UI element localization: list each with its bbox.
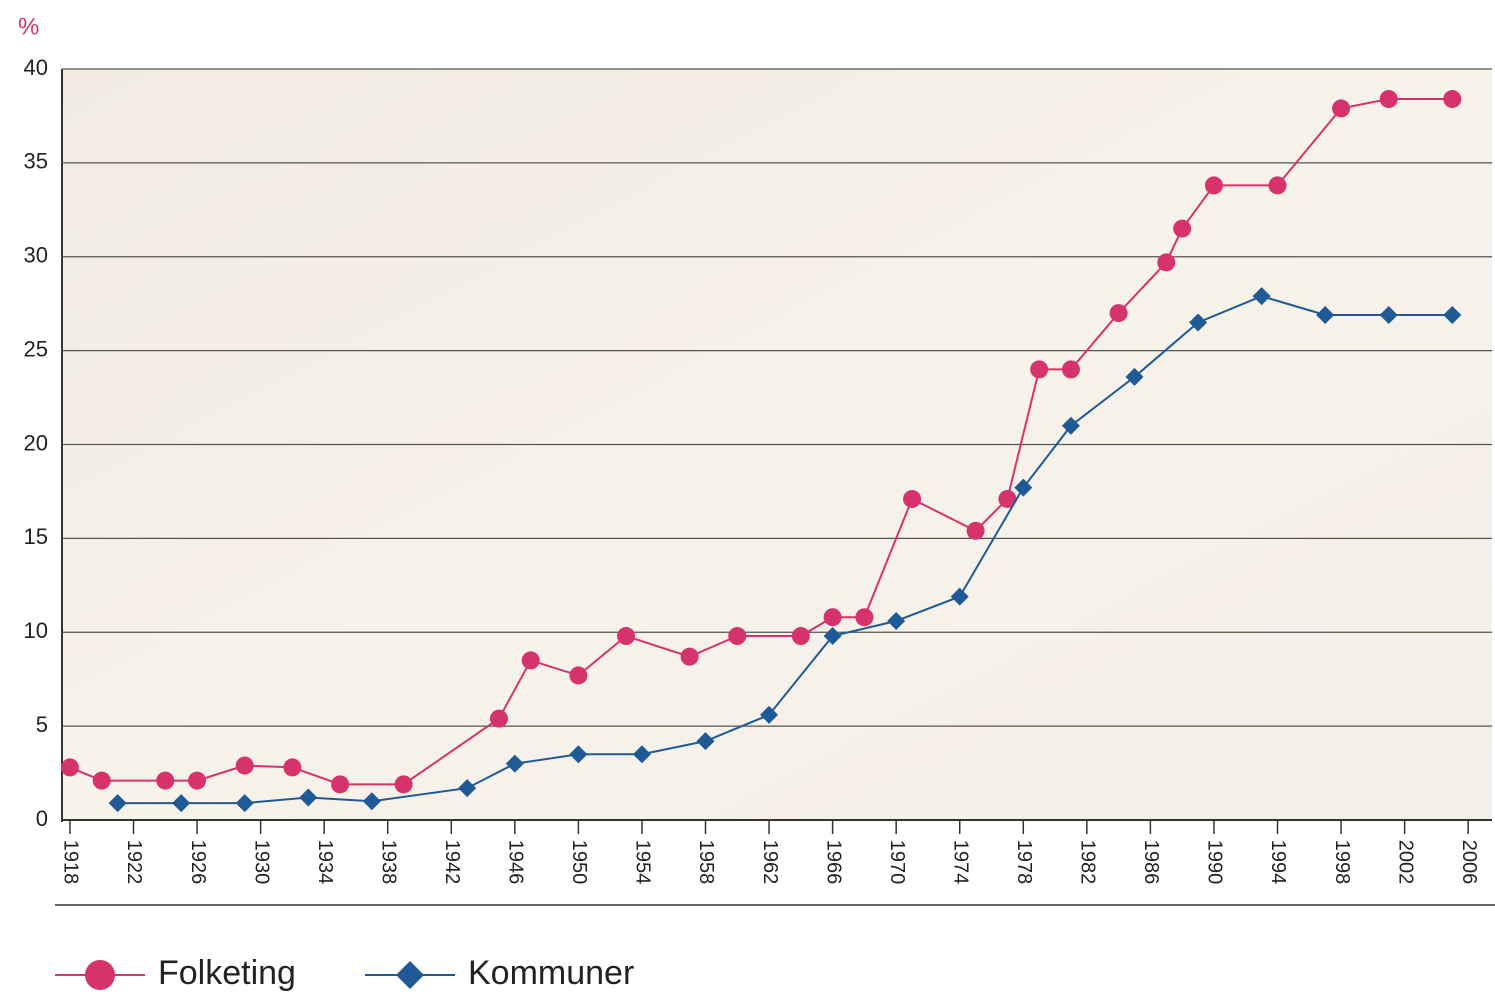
data-point <box>1110 304 1128 322</box>
x-tick-label: 1986 <box>1140 840 1162 885</box>
y-tick-label: 35 <box>24 149 48 174</box>
x-tick-label: 1974 <box>949 840 971 885</box>
data-point <box>1443 90 1461 108</box>
data-point <box>569 666 587 684</box>
data-point <box>61 758 79 776</box>
data-point <box>1269 176 1287 194</box>
legend-label: Kommuner <box>468 954 634 992</box>
x-tick-label: 1938 <box>377 840 399 885</box>
data-point <box>522 651 540 669</box>
data-point <box>1062 360 1080 378</box>
data-point <box>967 522 985 540</box>
data-point <box>188 772 206 790</box>
y-tick-label: 25 <box>24 336 48 361</box>
data-point <box>617 627 635 645</box>
x-tick-label: 1982 <box>1077 840 1099 885</box>
data-point <box>792 627 810 645</box>
x-tick-label: 1990 <box>1204 840 1226 885</box>
x-tick-label: 2002 <box>1394 840 1416 885</box>
x-tick-label: 1930 <box>250 840 272 885</box>
data-point <box>1332 99 1350 117</box>
data-point <box>93 772 111 790</box>
data-point <box>1173 220 1191 238</box>
data-point <box>1380 90 1398 108</box>
data-point <box>395 775 413 793</box>
legend-marker <box>85 960 115 990</box>
x-tick-label: 1998 <box>1331 840 1353 885</box>
y-tick-label: 20 <box>24 430 48 455</box>
x-tick-label: 1950 <box>568 840 590 885</box>
data-point <box>331 775 349 793</box>
x-tick-label: 2006 <box>1458 840 1480 885</box>
data-point <box>236 757 254 775</box>
x-tick-label: 1970 <box>886 840 908 885</box>
data-point <box>1205 176 1223 194</box>
x-tick-label: 1946 <box>505 840 527 885</box>
x-tick-label: 1934 <box>314 840 336 885</box>
x-tick-label: 1922 <box>123 840 145 885</box>
x-tick-label: 1978 <box>1013 840 1035 885</box>
data-point <box>156 772 174 790</box>
data-point <box>1157 253 1175 271</box>
legend-marker <box>396 961 424 989</box>
x-tick-label: 1918 <box>60 840 82 885</box>
x-tick-label: 1942 <box>441 840 463 885</box>
y-tick-label: 10 <box>24 618 48 643</box>
x-tick-label: 1962 <box>759 840 781 885</box>
data-point <box>728 627 746 645</box>
y-tick-label: 40 <box>24 55 48 80</box>
x-tick-label: 1994 <box>1267 840 1289 885</box>
y-tick-label: 15 <box>24 524 48 549</box>
y-tick-label: 5 <box>36 712 48 737</box>
y-tick-label: 0 <box>36 806 48 831</box>
x-tick-label: 1966 <box>822 840 844 885</box>
data-point <box>1030 360 1048 378</box>
legend-label: Folketing <box>158 954 296 992</box>
y-axis-label: % <box>18 13 39 40</box>
chart: % 0 5 10 15 20 25 30 35 40 1918 1922 1926 1930 1934 19… <box>0 0 1495 994</box>
x-tick-label: 1958 <box>695 840 717 885</box>
data-point <box>903 490 921 508</box>
data-point <box>681 648 699 666</box>
y-tick-label: 30 <box>24 243 48 268</box>
x-tick-label: 1926 <box>187 840 209 885</box>
data-point <box>855 608 873 626</box>
data-point <box>824 608 842 626</box>
x-tick-label: 1954 <box>632 840 654 885</box>
data-point <box>283 758 301 776</box>
data-point <box>490 710 508 728</box>
